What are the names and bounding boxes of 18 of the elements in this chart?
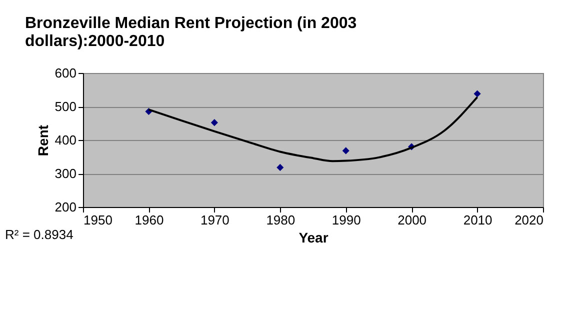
x-tick-label: 1960 xyxy=(134,212,164,228)
text: Bronzeville Median Rent Projection (in 2003 xyxy=(25,15,357,32)
x-tick-label: 2000 xyxy=(398,212,427,228)
x-tick-label: 1980 xyxy=(266,212,296,228)
x-axis-title: Year xyxy=(298,230,329,246)
y-tick-label: 500 xyxy=(54,99,76,114)
x-tick-label: 1970 xyxy=(200,212,230,228)
y-axis-title: Rent xyxy=(34,124,51,156)
x-tick-label: 2010 xyxy=(463,212,492,228)
text: R² = 0.8934 xyxy=(5,227,74,242)
text: dollars):2000-2010 xyxy=(25,33,165,50)
y-tick-label: 300 xyxy=(54,166,76,181)
x-tick-label: 1950 xyxy=(84,212,112,228)
y-tick-label: 200 xyxy=(54,200,76,214)
x-tick-label: 1990 xyxy=(332,212,361,228)
y-tick-label: 400 xyxy=(54,132,76,148)
x-tick-label: 2020 xyxy=(514,212,544,228)
y-tick-label: 600 xyxy=(54,66,76,80)
